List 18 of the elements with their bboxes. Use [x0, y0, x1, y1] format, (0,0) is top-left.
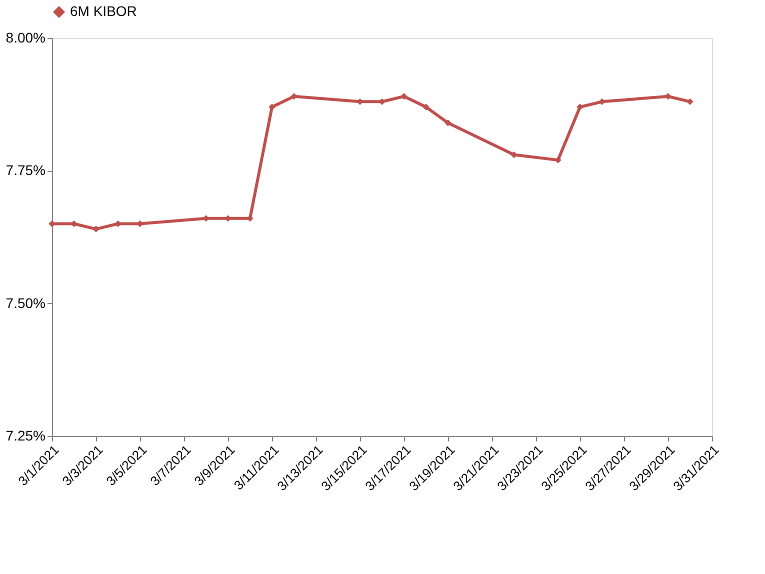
y-tick-label: 8.00%	[6, 30, 46, 46]
point	[686, 98, 694, 106]
y-tick-label: 7.75%	[6, 162, 46, 178]
point	[92, 226, 100, 232]
point	[444, 120, 452, 126]
y-tick-label: 7.25%	[6, 428, 46, 444]
point	[246, 215, 254, 222]
point	[598, 98, 606, 106]
point	[554, 156, 562, 164]
y-tick-label: 7.50%	[6, 294, 46, 311]
point	[576, 104, 584, 110]
point	[422, 104, 430, 110]
point	[664, 93, 672, 100]
point	[268, 104, 276, 110]
point	[510, 151, 518, 158]
legend-label: 6M KIBOR	[70, 3, 137, 19]
point	[290, 93, 298, 100]
point	[400, 93, 408, 100]
